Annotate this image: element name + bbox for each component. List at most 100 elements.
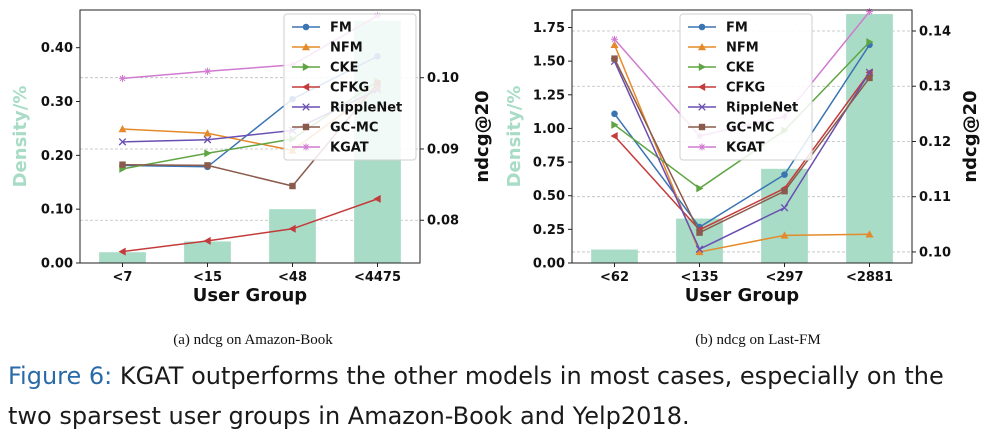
legend-marker-gc-mc xyxy=(698,123,706,131)
legend-marker-nfm xyxy=(698,43,706,51)
x-tick-label: <7 xyxy=(113,270,133,285)
data-point-kgat xyxy=(204,67,211,75)
left-axis-label: Density/% xyxy=(10,86,31,188)
legend-label-gc-mc: GC-MC xyxy=(330,121,378,136)
legend-box xyxy=(679,13,813,161)
left-tick-label: 1.50 xyxy=(533,55,565,70)
legend: FM NFM CKE CFKG RippleNet GC-MC KGAT xyxy=(679,13,813,161)
right-axis-label: ndcg@20 xyxy=(472,90,493,182)
density-bar xyxy=(184,241,231,263)
data-point-gc-mc xyxy=(119,161,126,168)
legend-marker-gc-mc xyxy=(302,123,310,131)
data-point-nfm xyxy=(203,129,212,137)
left-tick-label: 1.25 xyxy=(533,88,565,103)
chart-last-fm: 0.00 0.25 0.50 0.75 1.00 1.25 1.50 1.75 0.10 0.11… xyxy=(504,8,981,306)
series-line-cfkg xyxy=(122,198,378,253)
data-point-kgat xyxy=(611,35,618,43)
legend-marker-fm xyxy=(302,23,310,31)
left-tick-label: 0.25 xyxy=(533,223,565,238)
right-tick-label: 0.10 xyxy=(919,245,951,260)
data-point-cke xyxy=(696,184,704,193)
data-point-nfm xyxy=(695,247,704,256)
data-point-gc-mc xyxy=(866,74,873,82)
data-point-nfm xyxy=(118,125,127,133)
figure-caption: Figure 6: KGAT outperforms the other mod… xyxy=(8,356,983,436)
right-tick-label: 0.08 xyxy=(427,214,459,229)
data-point-kgat xyxy=(866,8,873,16)
legend-label-nfm: NFM xyxy=(726,41,759,56)
legend-marker-cke xyxy=(302,63,310,71)
x-tick-label: <4475 xyxy=(354,270,401,285)
figure-label: Figure 6: xyxy=(8,362,113,390)
data-point-cfkg xyxy=(118,247,126,256)
left-tick-label: 0.20 xyxy=(41,149,73,164)
density-bar xyxy=(846,14,893,264)
legend-label-fm: FM xyxy=(330,21,352,36)
legend-box xyxy=(283,13,417,161)
data-point-ripplenet xyxy=(865,68,874,77)
data-point-gc-mc xyxy=(696,229,703,236)
series-line-gc-mc xyxy=(613,58,871,234)
series-line-ripplenet xyxy=(613,61,871,251)
legend-label-kgat: KGAT xyxy=(726,141,765,156)
legend-marker-ripplenet xyxy=(302,103,310,111)
density-bar xyxy=(269,209,316,263)
data-point-gc-mc xyxy=(611,55,618,62)
left-tick-label: 0.00 xyxy=(41,257,73,272)
data-point-ripplenet xyxy=(695,245,704,253)
legend-marker-cfkg xyxy=(698,83,706,91)
plot-frame xyxy=(79,9,421,264)
legend-label-ripplenet: RippleNet xyxy=(726,101,798,116)
plot-frame xyxy=(571,9,913,264)
legend-label-nfm: NFM xyxy=(330,41,363,56)
right-tick-label: 0.09 xyxy=(427,142,459,157)
series-line-fm xyxy=(613,44,871,229)
data-point-cke xyxy=(204,149,212,158)
legend-label-cke: CKE xyxy=(726,61,755,76)
data-point-ripplenet xyxy=(203,135,212,144)
right-axis-label: ndcg@20 xyxy=(960,90,981,182)
density-bar xyxy=(99,252,146,263)
data-point-cke xyxy=(611,120,619,129)
subcaption-b: (b) ndcg on Last-FM xyxy=(695,332,820,348)
data-point-kgat xyxy=(119,74,126,82)
legend-label-kgat: KGAT xyxy=(330,141,369,156)
data-point-nfm xyxy=(780,231,789,239)
right-tick-label: 0.11 xyxy=(919,190,951,205)
legend-label-cke: CKE xyxy=(330,61,359,76)
right-tick-label: 0.10 xyxy=(427,71,459,86)
legend-marker-cke xyxy=(698,63,706,71)
legend-label-gc-mc: GC-MC xyxy=(726,121,774,136)
legend-label-cfkg: CFKG xyxy=(330,81,369,96)
legend-marker-nfm xyxy=(302,43,310,51)
x-axis-label: User Group xyxy=(685,285,800,306)
data-point-fm xyxy=(781,171,788,178)
legend-marker-kgat xyxy=(302,143,310,151)
left-tick-label: 0.50 xyxy=(533,189,565,204)
legend: FM NFM CKE CFKG RippleNet GC-MC KGAT xyxy=(283,13,417,161)
data-point-nfm xyxy=(610,40,619,49)
density-bar xyxy=(591,249,638,263)
chart-amazon-book: 0.00 0.10 0.20 0.30 0.40 0.08 0.09 0.10 <7 <15 <48… xyxy=(10,9,493,306)
left-tick-label: 0.75 xyxy=(533,156,565,171)
x-tick-label: <62 xyxy=(600,270,629,285)
data-point-cfkg xyxy=(203,236,211,245)
right-tick-label: 0.14 xyxy=(919,24,951,39)
x-axis-label: User Group xyxy=(193,285,308,306)
data-point-ripplenet xyxy=(780,204,789,212)
figure-caption-text: KGAT outperforms the other models in mos… xyxy=(8,362,944,430)
left-tick-label: 0.00 xyxy=(533,257,565,272)
series-line-cfkg xyxy=(613,71,871,231)
x-tick-label: <15 xyxy=(193,270,222,285)
data-point-fm xyxy=(611,110,618,118)
left-tick-label: 0.40 xyxy=(41,41,73,56)
right-tick-label: 0.13 xyxy=(919,80,951,95)
legend-marker-cfkg xyxy=(302,83,310,91)
data-point-gc-mc xyxy=(289,182,296,190)
data-point-cfkg xyxy=(373,194,381,203)
data-point-cfkg xyxy=(288,224,296,233)
series-line-nfm xyxy=(613,44,870,253)
legend-label-cfkg: CFKG xyxy=(726,81,765,96)
x-tick-label: <135 xyxy=(680,270,718,285)
legend-marker-kgat xyxy=(698,143,706,151)
